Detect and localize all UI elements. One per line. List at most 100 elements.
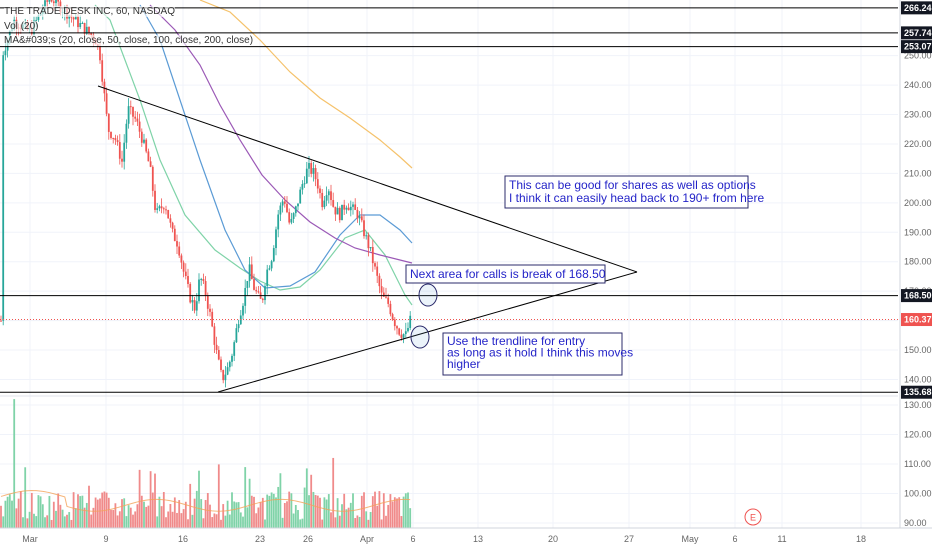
volume-bar [202, 518, 205, 528]
volume-bar [30, 492, 33, 528]
volume-bar [57, 493, 60, 528]
price-level-badge-label: 160.37 [904, 315, 932, 325]
volume-bar [39, 496, 42, 528]
volume-bar [74, 508, 77, 528]
candle-body [224, 374, 227, 381]
volume-bar [235, 502, 238, 528]
candle-body [83, 22, 86, 34]
volume-legend[interactable]: Vol (20) [4, 21, 39, 32]
volume-bar [160, 506, 163, 528]
volume-bar [215, 514, 218, 528]
entry-circle[interactable] [410, 325, 430, 349]
candle-body [121, 158, 123, 162]
candle-body [314, 168, 317, 180]
volume-bar [77, 494, 79, 528]
volume-bar [193, 498, 196, 528]
ma-line-1 [94, 4, 413, 306]
earnings-event-label: E [750, 513, 756, 523]
volume-bar [369, 511, 372, 528]
volume-bar [371, 496, 374, 528]
volume-bar [110, 509, 112, 528]
volume-bar [138, 469, 141, 528]
volume-bar [90, 514, 93, 528]
price-axis-tick: 250.00 [904, 51, 932, 61]
candle-body [0, 320, 2, 322]
volume-bar [402, 496, 405, 528]
time-axis-tick: 26 [303, 534, 313, 544]
earnings-event-icon[interactable] [744, 508, 762, 526]
price-axis-tick: 200.00 [904, 198, 932, 208]
volume-bar [404, 493, 407, 528]
candle-body [116, 140, 119, 143]
volume-bar [72, 492, 75, 528]
note-box-shares[interactable] [504, 175, 749, 209]
candle-body [44, 0, 46, 11]
note-box-trendline[interactable] [442, 332, 623, 376]
candle-body [316, 179, 319, 189]
volume-bar [264, 519, 266, 528]
candle-body [226, 367, 229, 375]
volume-bar [121, 499, 123, 528]
candle-body [165, 209, 167, 211]
candle-body [189, 283, 192, 303]
candle-body [341, 204, 343, 221]
candle-body [270, 261, 273, 269]
volume-bar [363, 492, 365, 528]
volume-bar [123, 498, 126, 528]
candle-body [4, 50, 7, 56]
price-level-badge[interactable] [901, 40, 932, 54]
candle-body [376, 266, 379, 276]
volume-bar [224, 515, 227, 528]
volume-bar [176, 512, 178, 528]
price-level-badge[interactable] [901, 1, 932, 15]
breakout-circle[interactable] [418, 283, 438, 307]
price-level-badge[interactable] [901, 313, 932, 327]
volume-bar [272, 493, 275, 528]
note-trendline-line: Use the trendline for entry [447, 334, 585, 348]
candle-body [145, 139, 148, 152]
candle-body [198, 279, 200, 302]
candle-body [193, 300, 196, 311]
volume-bar [118, 511, 121, 528]
upper-trendline[interactable] [97, 85, 638, 273]
volume-bar [140, 495, 143, 528]
price-level-badge[interactable] [901, 289, 932, 303]
price-level-badge[interactable] [901, 26, 932, 40]
candle-body [272, 248, 275, 262]
candle-body [228, 361, 231, 368]
candle-body [52, 1, 55, 4]
volume-bar [136, 504, 139, 528]
symbol-legend[interactable]: THE TRADE DESK INC, 60, NASDAQ [4, 6, 175, 17]
ma-legend[interactable]: MA&#039;s (20, close, 50, close, 100, cl… [4, 35, 254, 46]
volume-bar [237, 502, 240, 528]
candle-body [356, 209, 359, 219]
candle-body [253, 279, 255, 290]
candle-body [404, 331, 407, 335]
volume-bar [0, 505, 2, 528]
volume-bar [63, 516, 66, 528]
time-axis-tick: 6 [410, 534, 415, 544]
candle-body [132, 107, 134, 117]
volume-ma-line [0, 490, 411, 512]
volume-bar [70, 519, 73, 528]
candle-body [167, 210, 170, 219]
candle-body [206, 295, 209, 309]
candle-body [308, 163, 310, 169]
candle-body [209, 308, 211, 312]
volume-bar [44, 517, 46, 528]
candle-body [266, 269, 269, 287]
candle-body [374, 263, 376, 267]
candle-body [345, 207, 348, 210]
price-level-badge[interactable] [901, 385, 932, 399]
note-box-calls[interactable] [405, 264, 606, 284]
time-axis-tick: 11 [777, 534, 786, 544]
volume-bar [281, 517, 284, 528]
volume-bar [270, 492, 273, 528]
volume-bar [85, 502, 88, 528]
volume-bar [391, 501, 394, 528]
candle-body [154, 190, 156, 210]
candle-body [233, 342, 236, 356]
price-axis-tick: 210.00 [904, 168, 932, 178]
candle-body [57, 0, 60, 2]
